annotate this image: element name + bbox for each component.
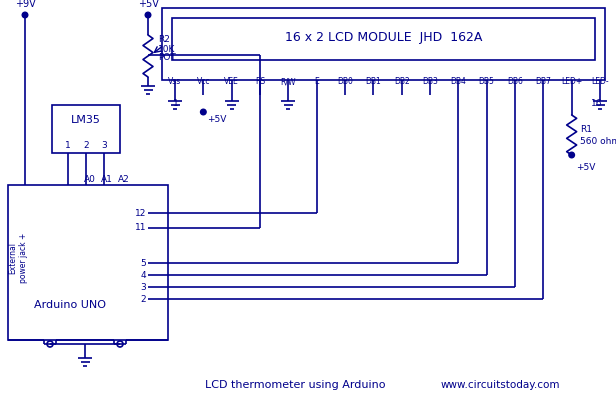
Text: 4: 4 <box>140 271 146 279</box>
Text: +9V: +9V <box>15 0 35 9</box>
Text: 12: 12 <box>135 208 146 217</box>
Text: A0: A0 <box>84 175 96 184</box>
Text: 1: 1 <box>65 140 71 149</box>
Text: R2: R2 <box>158 35 170 44</box>
Text: DB5: DB5 <box>479 78 495 86</box>
Text: 560 ohm: 560 ohm <box>580 137 616 146</box>
Text: A2: A2 <box>118 175 130 184</box>
Bar <box>162 8 605 80</box>
Text: 2: 2 <box>140 295 146 304</box>
Text: DB7: DB7 <box>535 78 551 86</box>
Text: LM35: LM35 <box>71 115 101 125</box>
Text: E: E <box>314 78 319 86</box>
Text: www.circuitstoday.com: www.circuitstoday.com <box>440 380 560 390</box>
Text: A1: A1 <box>101 175 113 184</box>
Circle shape <box>22 12 28 18</box>
Text: 3: 3 <box>140 282 146 291</box>
Text: +5V: +5V <box>137 0 158 9</box>
Circle shape <box>201 109 206 115</box>
Text: 11: 11 <box>134 224 146 233</box>
Text: 10K: 10K <box>158 44 176 53</box>
Text: Vss: Vss <box>168 78 182 86</box>
Circle shape <box>569 152 575 158</box>
Text: 16: 16 <box>591 98 602 107</box>
Text: LCD thermometer using Arduino: LCD thermometer using Arduino <box>205 380 385 390</box>
Text: DB6: DB6 <box>507 78 523 86</box>
Text: 16 x 2 LCD MODULE  JHD  162A: 16 x 2 LCD MODULE JHD 162A <box>285 31 482 44</box>
Text: POT: POT <box>158 53 176 62</box>
Text: 2: 2 <box>83 140 89 149</box>
Text: 1: 1 <box>173 98 179 107</box>
Text: LED+: LED+ <box>561 78 582 86</box>
Text: DB3: DB3 <box>422 78 438 86</box>
Bar <box>52 105 120 153</box>
Text: DB1: DB1 <box>365 78 381 86</box>
Text: Arduino UNO: Arduino UNO <box>34 300 106 310</box>
Bar <box>8 185 168 340</box>
Text: DB0: DB0 <box>337 78 353 86</box>
Text: +5V: +5V <box>208 115 227 124</box>
Text: LED-: LED- <box>591 78 609 86</box>
Text: R/W: R/W <box>280 78 296 86</box>
Bar <box>172 18 595 60</box>
Text: VEE: VEE <box>224 78 239 86</box>
Text: 3: 3 <box>101 140 107 149</box>
Text: DB2: DB2 <box>394 78 410 86</box>
Text: R1: R1 <box>580 126 591 135</box>
Text: RS: RS <box>255 78 265 86</box>
Text: 5: 5 <box>140 259 146 268</box>
Circle shape <box>145 12 151 18</box>
Text: +5V: +5V <box>576 162 595 171</box>
Text: Vcc: Vcc <box>197 78 210 86</box>
Text: DB4: DB4 <box>450 78 466 86</box>
Text: External
power jack +: External power jack + <box>8 233 28 283</box>
